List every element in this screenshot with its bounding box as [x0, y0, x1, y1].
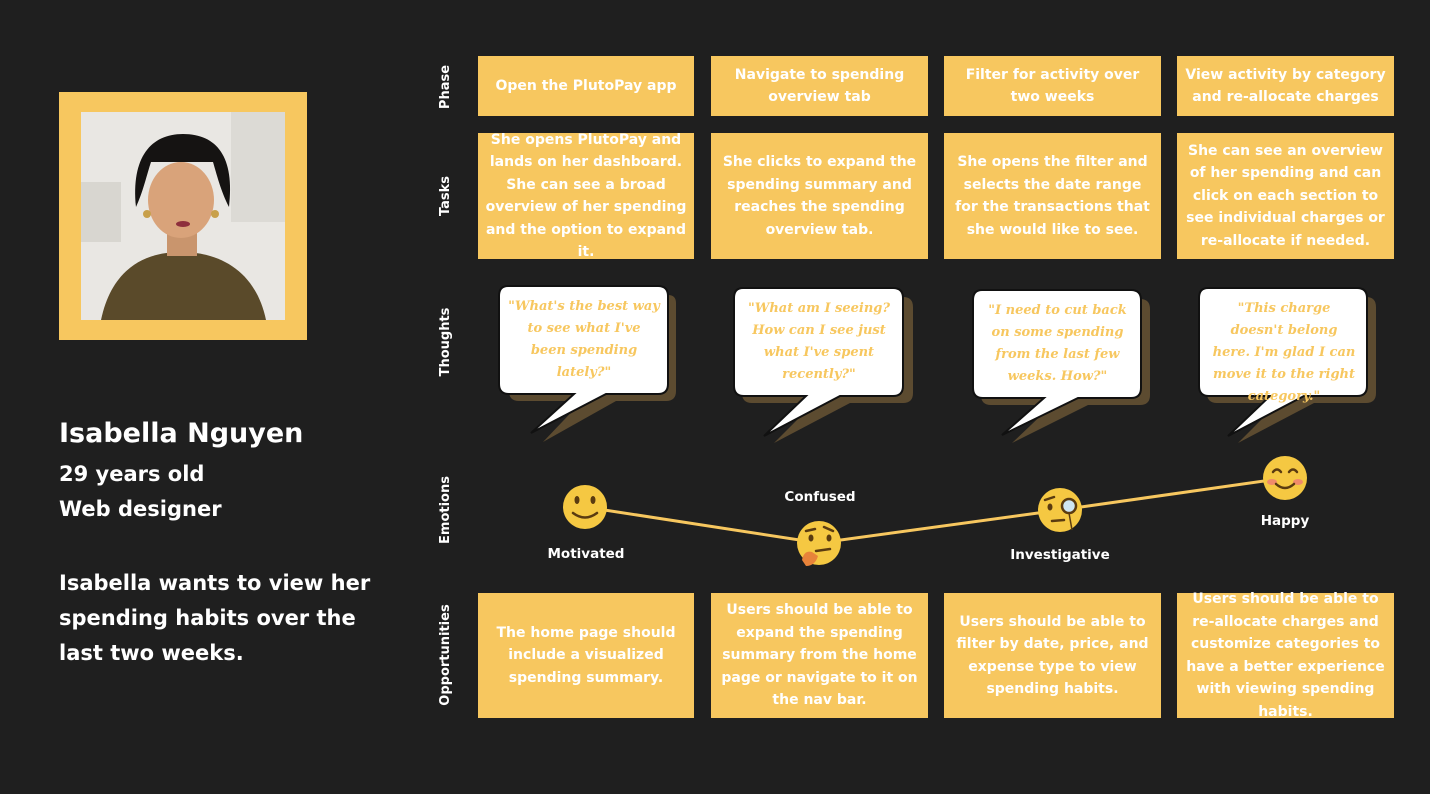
speech-bubble-icon	[972, 289, 1150, 443]
task-card: She can see an overview of her spending …	[1177, 133, 1394, 259]
emotion-label: Happy	[1260, 513, 1310, 529]
persona-job: Web designer	[59, 497, 222, 521]
task-card: She opens PlutoPay and lands on her dash…	[478, 132, 694, 260]
phase-card: View activity by category and re-allocat…	[1177, 56, 1394, 116]
thought-text: "What am I seeing? How can I see just wh…	[747, 301, 891, 382]
speech-bubble-icon	[1198, 287, 1376, 443]
opportunity-card: The home page should include a visualize…	[478, 593, 694, 718]
thought-text: "I need to cut back on some spending fro…	[988, 303, 1127, 384]
emotion-line	[584, 476, 1286, 545]
emotion-label: Investigative	[1010, 547, 1110, 563]
persona-name: Isabella Nguyen	[59, 418, 304, 449]
thinking-face-emoji-icon	[797, 521, 841, 566]
thought-text: "What's the best way to see what I've be…	[508, 299, 660, 380]
persona-goal: Isabella wants to view her spending habi…	[59, 571, 371, 665]
face-with-monocle-emoji-icon	[1038, 488, 1082, 532]
persona-age: 29 years old	[59, 462, 205, 486]
emotion-label: Confused	[784, 489, 856, 505]
speech-bubble-icon	[498, 285, 676, 442]
opportunity-card: Users should be able to re-allocate char…	[1177, 591, 1394, 720]
phase-card: Open the PlutoPay app	[478, 56, 694, 116]
task-card: She opens the filter and selects the dat…	[944, 133, 1161, 259]
phase-card: Filter for activity over two weeks	[944, 56, 1161, 116]
task-card: She clicks to expand the spending summar…	[711, 133, 928, 259]
opportunity-card: Users should be able to filter by date, …	[944, 593, 1161, 718]
emotion-label: Motivated	[547, 546, 625, 562]
smiling-face-emoji-icon	[1263, 456, 1307, 500]
thought-text: "This charge doesn't belong here. I'm gl…	[1212, 301, 1356, 404]
persona-photo	[81, 112, 285, 320]
speech-bubble-icon	[733, 287, 913, 443]
slight-smile-emoji-icon	[563, 485, 607, 529]
persona-photo-frame	[59, 92, 307, 340]
opportunity-card: Users should be able to expand the spend…	[711, 593, 928, 718]
phase-card: Navigate to spending overview tab	[711, 56, 928, 116]
